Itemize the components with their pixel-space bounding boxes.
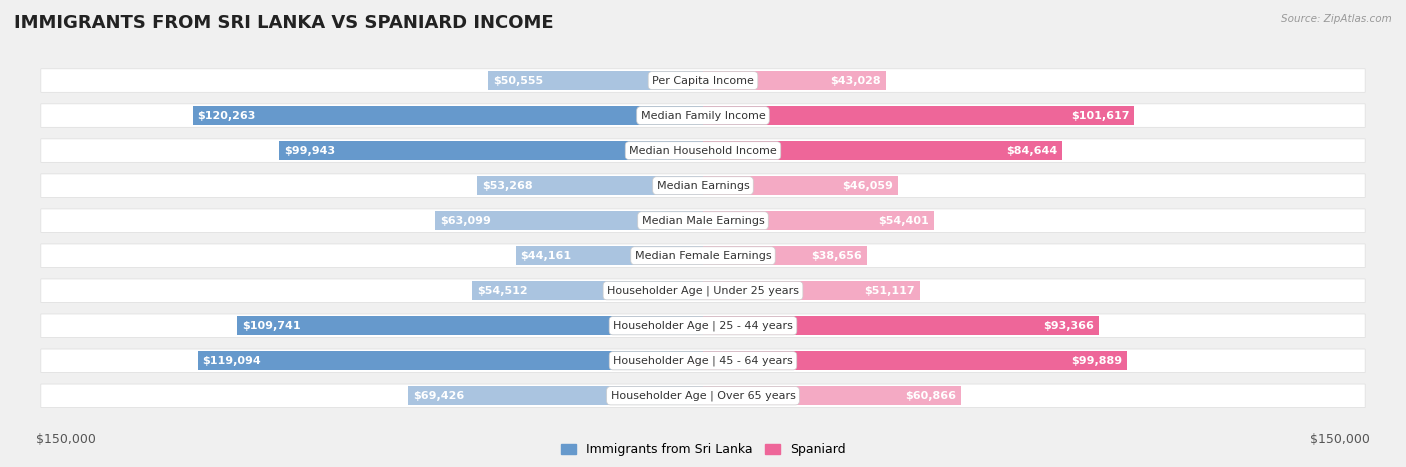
Text: $109,741: $109,741 bbox=[242, 321, 301, 331]
Bar bbox=[703, 211, 934, 230]
Text: $69,426: $69,426 bbox=[413, 391, 464, 401]
Bar bbox=[703, 176, 898, 195]
Text: Householder Age | Over 65 years: Householder Age | Over 65 years bbox=[610, 390, 796, 401]
FancyBboxPatch shape bbox=[41, 349, 1365, 373]
FancyBboxPatch shape bbox=[41, 279, 1365, 303]
Text: $99,889: $99,889 bbox=[1071, 356, 1122, 366]
Text: Householder Age | 45 - 64 years: Householder Age | 45 - 64 years bbox=[613, 355, 793, 366]
Text: $54,401: $54,401 bbox=[879, 216, 929, 226]
Text: Median Female Earnings: Median Female Earnings bbox=[634, 251, 772, 261]
Bar bbox=[703, 246, 868, 265]
Bar bbox=[471, 281, 703, 300]
Text: $46,059: $46,059 bbox=[842, 181, 893, 191]
Bar bbox=[436, 211, 703, 230]
Bar bbox=[193, 106, 703, 125]
Text: $63,099: $63,099 bbox=[440, 216, 491, 226]
FancyBboxPatch shape bbox=[41, 69, 1365, 92]
Text: $44,161: $44,161 bbox=[520, 251, 572, 261]
Text: $53,268: $53,268 bbox=[482, 181, 533, 191]
FancyBboxPatch shape bbox=[41, 174, 1365, 198]
Legend: Immigrants from Sri Lanka, Spaniard: Immigrants from Sri Lanka, Spaniard bbox=[555, 439, 851, 461]
Bar bbox=[703, 316, 1099, 335]
Bar bbox=[488, 71, 703, 90]
Text: $38,656: $38,656 bbox=[811, 251, 862, 261]
Text: $60,866: $60,866 bbox=[905, 391, 956, 401]
FancyBboxPatch shape bbox=[41, 209, 1365, 233]
Text: IMMIGRANTS FROM SRI LANKA VS SPANIARD INCOME: IMMIGRANTS FROM SRI LANKA VS SPANIARD IN… bbox=[14, 14, 554, 32]
FancyBboxPatch shape bbox=[41, 104, 1365, 127]
Text: Median Household Income: Median Household Income bbox=[628, 146, 778, 156]
Bar bbox=[703, 141, 1063, 160]
FancyBboxPatch shape bbox=[41, 314, 1365, 338]
Text: Source: ZipAtlas.com: Source: ZipAtlas.com bbox=[1281, 14, 1392, 24]
Text: Per Capita Income: Per Capita Income bbox=[652, 76, 754, 85]
FancyBboxPatch shape bbox=[41, 384, 1365, 408]
Bar bbox=[408, 386, 703, 405]
Text: $119,094: $119,094 bbox=[202, 356, 262, 366]
Bar bbox=[197, 351, 703, 370]
Bar bbox=[278, 141, 703, 160]
Bar bbox=[516, 246, 703, 265]
Text: $84,644: $84,644 bbox=[1005, 146, 1057, 156]
FancyBboxPatch shape bbox=[41, 139, 1365, 163]
Text: $51,117: $51,117 bbox=[865, 286, 915, 296]
Bar bbox=[703, 106, 1135, 125]
Text: Householder Age | 25 - 44 years: Householder Age | 25 - 44 years bbox=[613, 320, 793, 331]
Bar bbox=[703, 71, 886, 90]
Text: Median Male Earnings: Median Male Earnings bbox=[641, 216, 765, 226]
Bar bbox=[477, 176, 703, 195]
Text: Median Family Income: Median Family Income bbox=[641, 111, 765, 120]
Text: $99,943: $99,943 bbox=[284, 146, 335, 156]
Bar bbox=[703, 386, 962, 405]
Text: Householder Age | Under 25 years: Householder Age | Under 25 years bbox=[607, 285, 799, 296]
Bar bbox=[703, 281, 920, 300]
FancyBboxPatch shape bbox=[41, 244, 1365, 268]
Text: $93,366: $93,366 bbox=[1043, 321, 1094, 331]
Text: $50,555: $50,555 bbox=[494, 76, 544, 85]
Text: $120,263: $120,263 bbox=[198, 111, 256, 120]
Text: $54,512: $54,512 bbox=[477, 286, 527, 296]
Bar bbox=[238, 316, 703, 335]
Text: $101,617: $101,617 bbox=[1071, 111, 1129, 120]
Bar bbox=[703, 351, 1128, 370]
Text: $43,028: $43,028 bbox=[830, 76, 880, 85]
Text: Median Earnings: Median Earnings bbox=[657, 181, 749, 191]
